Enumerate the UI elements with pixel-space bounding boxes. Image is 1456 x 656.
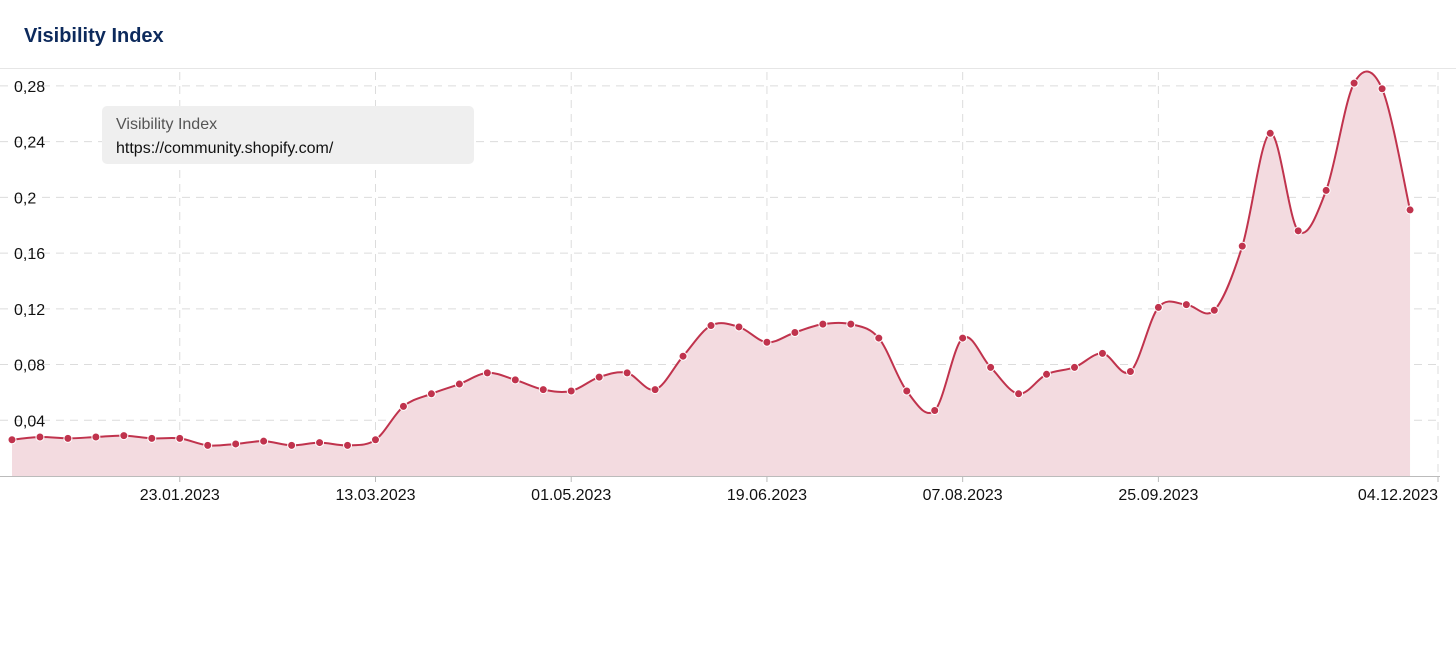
data-point: [1209, 305, 1219, 315]
data-point: [790, 328, 800, 338]
data-point: [818, 319, 828, 329]
data-point: [259, 436, 269, 446]
data-point: [1265, 128, 1275, 138]
data-point: [315, 438, 325, 448]
data-point: [1014, 389, 1024, 399]
data-point: [510, 375, 520, 385]
chart-title: Visibility Index: [24, 25, 164, 47]
data-point: [398, 401, 408, 411]
data-point: [1070, 362, 1080, 372]
data-point: [1181, 300, 1191, 310]
data-point: [203, 440, 213, 450]
data-point: [1349, 78, 1359, 88]
data-point: [1321, 185, 1331, 195]
data-point: [1097, 348, 1107, 358]
x-tick-label: 04.12.2023: [1358, 487, 1438, 504]
data-point: [566, 386, 576, 396]
data-point: [874, 333, 884, 343]
legend-title: Visibility Index: [116, 116, 217, 133]
x-tick-label: 19.06.2023: [727, 487, 807, 504]
data-point: [678, 351, 688, 361]
data-point: [482, 368, 492, 378]
x-tick-label: 23.01.2023: [140, 487, 220, 504]
y-tick-label: 0,04: [14, 413, 45, 430]
data-point: [147, 433, 157, 443]
data-point: [902, 386, 912, 396]
data-point: [1153, 302, 1163, 312]
data-point: [762, 337, 772, 347]
data-point: [986, 362, 996, 372]
data-point: [7, 435, 17, 445]
data-point: [231, 439, 241, 449]
legend-box: [102, 106, 474, 164]
data-point: [538, 385, 548, 395]
data-point: [426, 389, 436, 399]
data-point: [287, 440, 297, 450]
data-point: [1377, 84, 1387, 94]
data-point: [1237, 241, 1247, 251]
x-tick-label: 13.03.2023: [335, 487, 415, 504]
x-tick-label: 07.08.2023: [923, 487, 1003, 504]
y-tick-label: 0,08: [14, 358, 45, 375]
data-point: [1042, 369, 1052, 379]
y-tick-label: 0,24: [14, 135, 45, 152]
x-tick-label: 01.05.2023: [531, 487, 611, 504]
area: [12, 71, 1411, 476]
data-point: [622, 368, 632, 378]
data-point: [1293, 226, 1303, 236]
data-point: [930, 406, 940, 416]
data-point: [958, 333, 968, 343]
y-tick-label: 0,28: [14, 79, 45, 96]
legend: Visibility Index https://community.shopi…: [102, 106, 474, 164]
data-point: [343, 440, 353, 450]
y-tick-label: 0,2: [14, 190, 36, 207]
data-point: [63, 433, 73, 443]
data-point: [1405, 205, 1415, 215]
data-point: [594, 372, 604, 382]
plot: [7, 70, 1415, 476]
data-point: [1125, 367, 1135, 377]
y-tick-label: 0,16: [14, 246, 45, 263]
data-point: [175, 433, 185, 443]
data-point: [706, 321, 716, 331]
data-point: [370, 435, 380, 445]
data-point: [650, 385, 660, 395]
x-tick-label: 25.09.2023: [1118, 487, 1198, 504]
data-point: [454, 379, 464, 389]
data-point: [119, 431, 129, 441]
data-point: [91, 432, 101, 442]
data-point: [846, 319, 856, 329]
data-point: [35, 432, 45, 442]
data-point: [734, 322, 744, 332]
legend-entry: https://community.shopify.com/: [116, 140, 334, 157]
y-tick-label: 0,12: [14, 302, 45, 319]
